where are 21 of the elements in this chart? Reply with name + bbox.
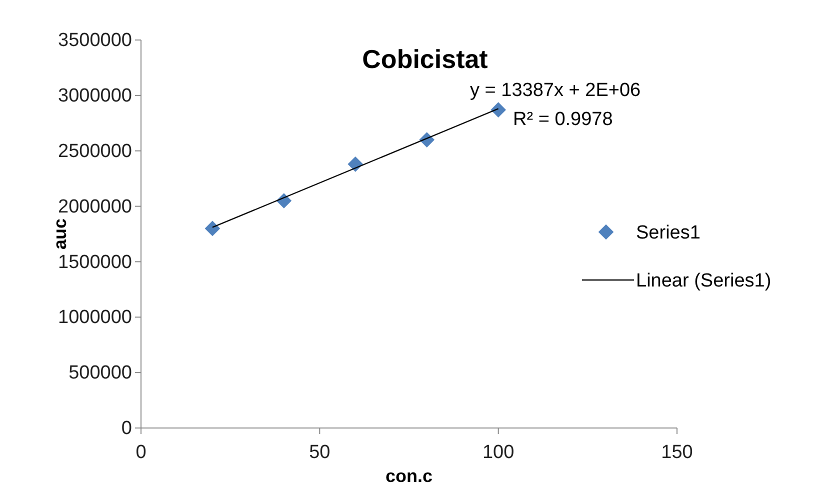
legend-label: Linear (Series1) — [636, 270, 772, 292]
point — [204, 220, 220, 236]
y-tick-label: 3000000 — [58, 86, 132, 107]
y-tick-label: 500000 — [68, 362, 132, 384]
annotation: y = 13387x + 2E+06 — [470, 80, 641, 101]
x-tick-label: 150 — [661, 442, 693, 463]
legend-label: Series1 — [636, 222, 700, 244]
point — [490, 102, 506, 118]
y-tick-label: 1500000 — [58, 252, 132, 273]
x-tick-label: 0 — [136, 442, 146, 463]
y-tick-label: 1000000 — [58, 307, 132, 328]
y-tick-label: 0 — [121, 418, 132, 440]
y-tick-label: 3500000 — [58, 30, 132, 52]
x-tick-label: 50 — [309, 442, 330, 463]
annotation: R² = 0.9978 — [513, 109, 613, 130]
x-tick-label: 100 — [482, 442, 514, 463]
x-axis-title: con.c — [385, 466, 433, 486]
y-axis-title: auc — [50, 218, 70, 250]
y-tick-label: 2500000 — [58, 140, 132, 162]
y-tick-label: 2000000 — [58, 196, 132, 218]
chart-title: Cobicistat — [362, 44, 488, 74]
